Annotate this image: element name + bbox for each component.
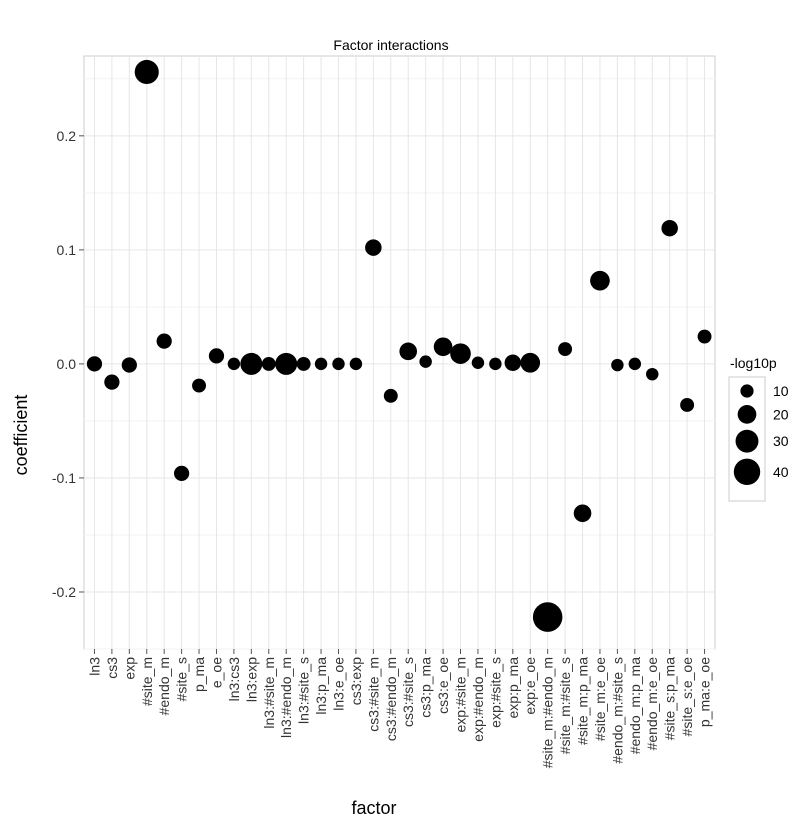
x-tick-label: #site_m:p_ma — [575, 657, 591, 745]
data-point — [365, 239, 382, 256]
x-tick-label: e_oe — [208, 657, 224, 688]
x-tick-label: cs3:#site_s — [400, 657, 416, 727]
y-tick-label: 0.0 — [57, 356, 77, 372]
data-point — [349, 357, 363, 371]
data-point — [192, 378, 207, 393]
data-point — [134, 59, 159, 85]
data-point — [680, 398, 695, 412]
x-axis-title: factor — [351, 798, 396, 818]
data-point — [121, 357, 137, 373]
y-tick-label: -0.2 — [52, 584, 76, 600]
data-points — [86, 59, 712, 632]
legend-label: 20 — [773, 406, 789, 422]
data-point — [433, 337, 453, 357]
x-tick-label: ln3:p_ma — [313, 657, 329, 715]
x-tick-label: ln3:#site_s — [296, 657, 312, 724]
data-point — [419, 355, 432, 368]
x-tick-label: p_ma:e_oe — [697, 657, 713, 727]
x-tick-label: #endo_m:e_oe — [644, 657, 660, 751]
x-axis-ticks: ln3 cs3 exp #site_m #endo_m #site_s p_ma e_oe ln… — [86, 649, 713, 768]
data-point — [590, 270, 610, 291]
x-tick-label: #site_s — [174, 657, 190, 701]
x-tick-label: ln3:#site_m — [261, 657, 277, 729]
x-tick-label: ln3:cs3 — [226, 657, 242, 702]
legend-label: 30 — [773, 433, 789, 449]
data-point — [646, 367, 659, 381]
data-point — [450, 343, 471, 364]
data-point — [104, 374, 120, 390]
data-point — [173, 465, 190, 482]
data-point — [275, 352, 298, 375]
x-tick-label: cs3:#endo_m — [383, 657, 399, 741]
x-tick-label: ln3 — [86, 657, 102, 676]
legend-label: 40 — [773, 464, 789, 480]
legend-symbol — [733, 458, 761, 486]
y-axis-title: coefficient — [11, 395, 31, 476]
x-tick-label: #site_m:e_oe — [592, 657, 608, 741]
legend-label: 10 — [773, 383, 789, 399]
data-point — [611, 358, 624, 372]
data-point — [532, 602, 563, 632]
y-tick-label: -0.1 — [52, 470, 76, 486]
x-tick-label: cs3:e_oe — [435, 657, 451, 714]
x-tick-label: exp:e_oe — [522, 657, 538, 715]
x-tick-label: exp:#site_m — [453, 657, 469, 732]
x-tick-label: cs3:exp — [348, 657, 364, 705]
grid-minor — [84, 78, 715, 650]
x-tick-label: exp:#endo_m — [470, 657, 486, 742]
data-point — [86, 356, 103, 372]
data-point — [628, 357, 642, 371]
x-tick-label: #site_m — [139, 657, 155, 706]
x-tick-label: #site_s:e_oe — [679, 657, 695, 737]
x-tick-label: #site_m:#endo_m — [540, 657, 556, 768]
data-point — [208, 348, 225, 364]
x-tick-label: ln3:e_oe — [330, 657, 346, 711]
data-point — [489, 357, 502, 371]
data-point — [261, 356, 276, 371]
y-tick-label: 0.1 — [57, 242, 77, 258]
data-point — [383, 388, 398, 403]
x-tick-label: ln3:#endo_m — [278, 657, 294, 738]
x-tick-label: exp:p_ma — [505, 657, 521, 719]
y-tick-label: 0.2 — [57, 128, 77, 144]
data-point — [573, 504, 592, 523]
data-point — [332, 357, 345, 371]
x-tick-label: ln3:exp — [243, 657, 259, 702]
x-tick-label: cs3 — [104, 657, 120, 679]
chart-title: Factor interactions — [333, 37, 448, 53]
x-tick-label: #site_m:#site_s — [557, 657, 573, 754]
x-tick-label: #site_s:p_ma — [662, 657, 678, 740]
data-point — [471, 356, 485, 369]
data-point — [520, 352, 541, 373]
x-tick-label: cs3:p_ma — [418, 657, 434, 718]
x-tick-label: #endo_m — [156, 657, 172, 715]
x-tick-label: exp — [121, 657, 137, 680]
data-point — [504, 354, 522, 371]
legend-symbol — [735, 429, 759, 453]
x-tick-label: p_ma — [191, 657, 207, 692]
data-point — [156, 333, 172, 349]
legend-symbol — [740, 384, 754, 398]
x-tick-label: exp:#site_s — [487, 657, 503, 728]
legend-symbol — [737, 405, 757, 424]
data-point — [296, 356, 311, 371]
data-point — [661, 219, 678, 237]
legend-title: -log10p — [730, 355, 777, 371]
data-point — [314, 357, 328, 371]
y-axis-ticks: -0.2 -0.1 0.0 0.1 0.2 — [52, 128, 84, 600]
x-tick-label: #endo_m:#site_s — [609, 657, 625, 764]
data-point — [697, 329, 712, 344]
data-point — [558, 342, 573, 357]
legend: -log10p 10 20 30 40 — [728, 355, 789, 502]
x-tick-label: #endo_m:p_ma — [627, 657, 643, 755]
x-tick-label: cs3:#site_m — [365, 657, 381, 732]
data-point — [227, 357, 241, 371]
data-point — [240, 352, 263, 375]
data-point — [399, 342, 418, 361]
